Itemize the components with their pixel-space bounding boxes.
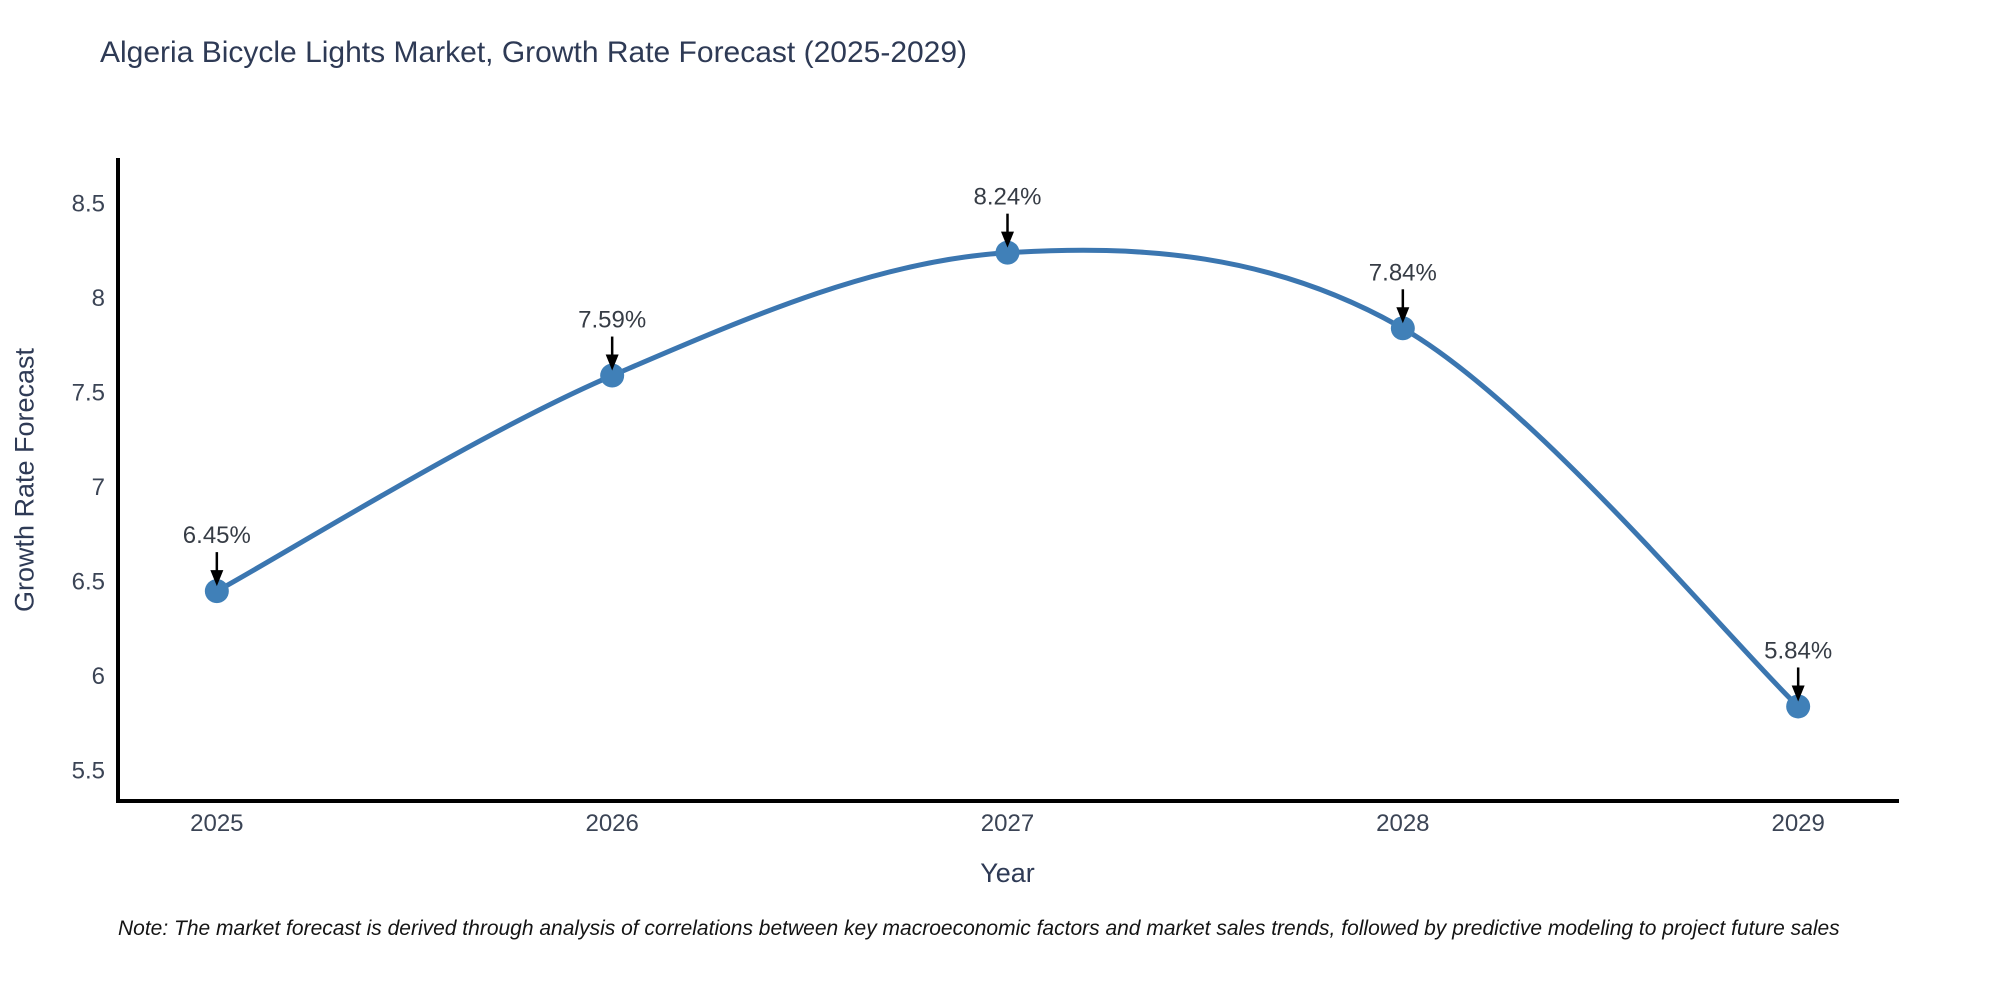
y-tick-label: 7	[92, 474, 105, 501]
annotation-arrowhead	[1791, 685, 1805, 702]
y-tick-label: 5.5	[72, 758, 105, 785]
x-tick-label: 2025	[190, 810, 243, 837]
annotation-arrowhead	[210, 570, 224, 587]
y-tick-label: 8.5	[72, 190, 105, 217]
data-point-label: 7.59%	[578, 307, 646, 334]
y-tick-label: 7.5	[72, 380, 105, 407]
trend-line	[214, 247, 1801, 709]
y-tick-label: 8	[92, 285, 105, 312]
chart-title: Algeria Bicycle Lights Market, Growth Ra…	[100, 36, 968, 69]
data-point-label: 7.84%	[1369, 259, 1437, 286]
y-tick-label: 6.5	[72, 569, 105, 596]
x-tick-label: 2028	[1376, 810, 1429, 837]
annotation-arrowhead	[1001, 231, 1014, 248]
data-point-label: 6.45%	[183, 522, 251, 549]
data-point-marker	[1786, 694, 1811, 719]
x-tick-label: 2029	[1771, 810, 1824, 837]
data-point-marker	[995, 240, 1020, 265]
annotation-arrowhead	[1396, 307, 1410, 324]
x-tick-label: 2026	[585, 810, 638, 837]
y-tick-label: 6	[92, 663, 105, 690]
x-axis-title: Year	[980, 858, 1035, 888]
data-point-marker	[1390, 316, 1415, 341]
data-point-label: 5.84%	[1764, 637, 1832, 664]
data-point-label: 8.24%	[973, 184, 1041, 211]
axis-lines	[116, 158, 1899, 803]
data-point-marker	[204, 579, 229, 604]
annotation-arrowhead	[605, 354, 619, 371]
footnote: Note: The market forecast is derived thr…	[118, 917, 1840, 940]
data-point-marker	[600, 363, 625, 388]
x-tick-label: 2027	[981, 810, 1034, 837]
